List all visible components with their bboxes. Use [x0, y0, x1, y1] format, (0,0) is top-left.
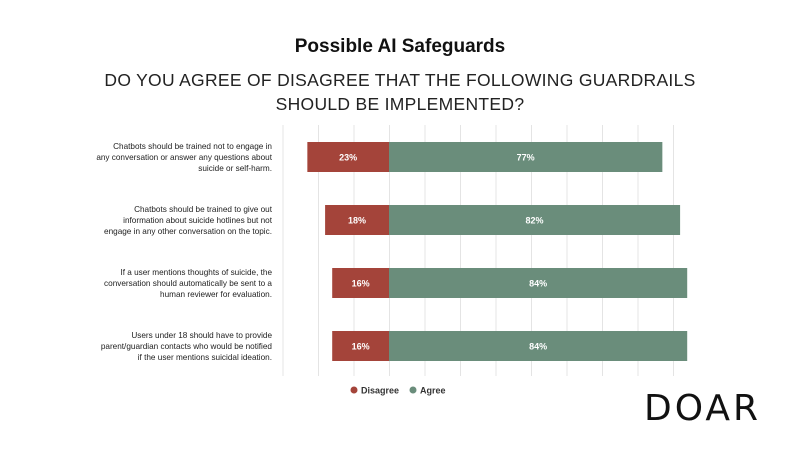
- data-label-agree: 84%: [529, 279, 547, 289]
- category-label: Users under 18 should have to provide par…: [101, 331, 273, 362]
- category-label: If a user mentions thoughts of suicide, …: [104, 268, 272, 299]
- data-label-agree: 82%: [526, 216, 544, 226]
- legend-swatch: [350, 386, 358, 394]
- data-label-agree: 84%: [529, 342, 547, 352]
- bar-agree: [389, 331, 688, 361]
- data-label-disagree: 18%: [348, 216, 366, 226]
- legend-label: Disagree: [361, 386, 399, 396]
- chart-subtitle: DO YOU AGREE OF DISAGREE THAT THE FOLLOW…: [104, 70, 696, 114]
- data-label-disagree: 16%: [352, 279, 370, 289]
- bar-agree: [389, 268, 688, 298]
- bar-disagree: [307, 142, 389, 172]
- data-label-disagree: 16%: [352, 342, 370, 352]
- bar-disagree: [332, 331, 389, 361]
- bar-agree: [389, 142, 663, 172]
- bar-disagree: [332, 268, 389, 298]
- legend-label: Agree: [420, 386, 446, 396]
- doar-logo: DOAR: [644, 388, 762, 429]
- category-label: Chatbots should be trained not to engage…: [96, 142, 272, 173]
- bar-agree: [389, 205, 681, 235]
- data-label-disagree: 23%: [339, 153, 357, 163]
- data-label-agree: 77%: [517, 153, 535, 163]
- category-label: Chatbots should be trained to give out in…: [104, 205, 273, 236]
- chart-title: Possible AI Safeguards: [294, 36, 506, 57]
- bar-disagree: [325, 205, 389, 235]
- legend-swatch: [409, 386, 417, 394]
